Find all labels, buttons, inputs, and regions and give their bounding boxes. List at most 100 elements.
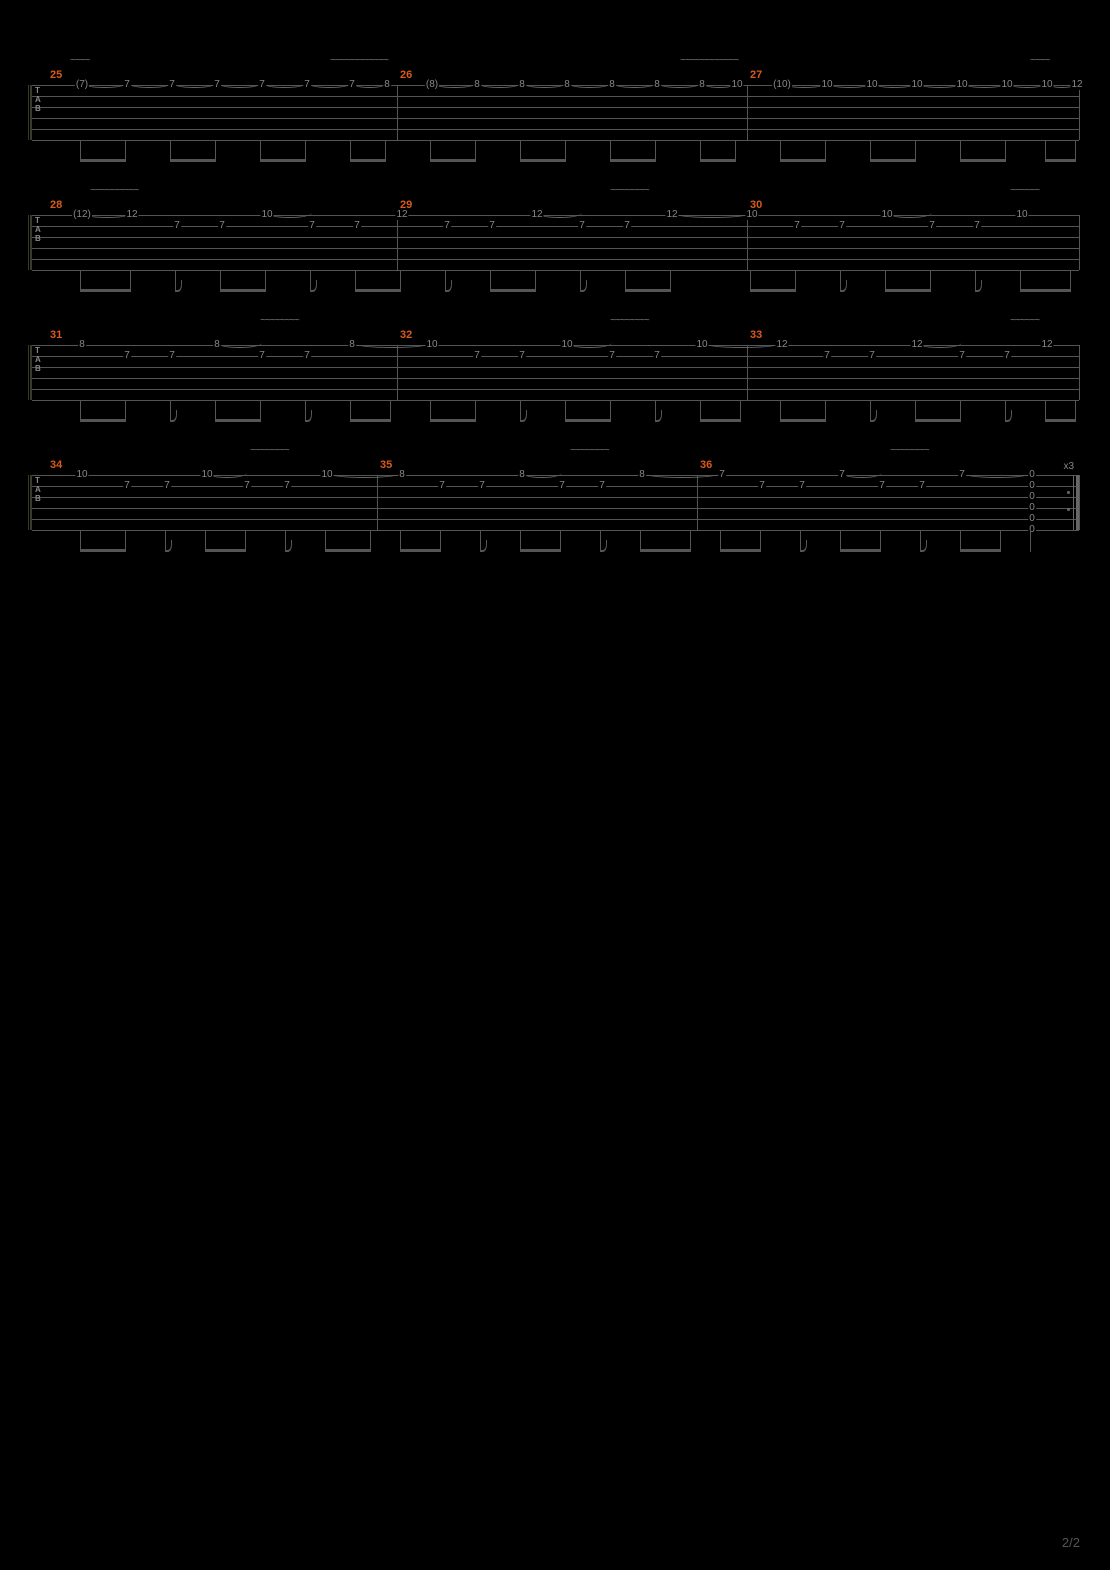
fret-number: 8 (473, 80, 481, 90)
barline (397, 345, 398, 400)
fret-number: 12 (530, 210, 543, 220)
fret-number: 7 (258, 80, 266, 90)
fret-number: 7 (123, 351, 131, 361)
stem-area (30, 270, 1080, 300)
fret-number: 8 (653, 80, 661, 90)
fret-number: (10) (772, 80, 792, 90)
fret-number: 7 (213, 80, 221, 90)
fret-number: 7 (173, 221, 181, 231)
fret-number: 7 (598, 481, 606, 491)
tie (327, 473, 402, 478)
fret-number: (12) (72, 210, 92, 220)
fret-number: 7 (758, 481, 766, 491)
fret-number: 7 (218, 221, 226, 231)
barline (747, 345, 748, 400)
fret-number: 7 (958, 470, 966, 480)
fret-number: 8 (518, 470, 526, 480)
measure-number: 31 (50, 329, 62, 341)
fret-number: 12 (395, 210, 408, 220)
vibrato-mark: ~~~~ (1030, 55, 1049, 66)
fret-number: 8 (638, 470, 646, 480)
fret-number: 10 (260, 210, 273, 220)
fret-number: 8 (78, 340, 86, 350)
barline (747, 215, 748, 270)
repeat-count: x3 (1063, 461, 1074, 472)
vibrato-mark: ~~~~~~~~~~~~ (330, 55, 388, 66)
tie (887, 213, 932, 218)
fret-number: 12 (775, 340, 788, 350)
vibrato-mark: ~~~~~~~~ (610, 185, 649, 196)
vibrato-mark: ~~~~~~~~~~ (90, 185, 138, 196)
fret-number: 10 (695, 340, 708, 350)
staff-lines: TAB107710771087787787777777000000 (30, 475, 1080, 530)
fret-number: 7 (303, 80, 311, 90)
stem-area (30, 530, 1080, 560)
fret-number: 10 (320, 470, 333, 480)
fret-number: 8 (608, 80, 616, 90)
fret-number: 0 (1028, 492, 1036, 502)
vibrato-mark: ~~~~~~~~ (570, 445, 609, 456)
tie (262, 83, 307, 88)
fret-number: 10 (865, 80, 878, 90)
tie (522, 83, 567, 88)
tie (702, 343, 782, 348)
fret-number: 7 (558, 481, 566, 491)
fret-number: 12 (125, 210, 138, 220)
fret-number: 7 (608, 351, 616, 361)
fret-number: 7 (308, 221, 316, 231)
fret-number: 7 (303, 351, 311, 361)
barline (747, 85, 748, 140)
fret-number: 8 (383, 80, 391, 90)
fret-number: 10 (1040, 80, 1053, 90)
tab-staff: ~~~~~~~~~~~~~~~~~~~~~~~~282930TAB(12)127… (30, 215, 1080, 270)
fret-number: 7 (348, 80, 356, 90)
fret-number: 12 (1070, 80, 1083, 90)
fret-number: 7 (653, 351, 661, 361)
fret-number: 7 (868, 351, 876, 361)
measure-number: 27 (750, 69, 762, 81)
fret-number: 10 (425, 340, 438, 350)
fret-number: 7 (518, 351, 526, 361)
tie (962, 473, 1032, 478)
tie (672, 213, 752, 218)
tie (657, 83, 702, 88)
fret-number: 10 (200, 470, 213, 480)
fret-number: 7 (438, 481, 446, 491)
fret-number: 10 (955, 80, 968, 90)
fret-number: 7 (123, 80, 131, 90)
tie (522, 473, 562, 478)
vibrato-mark: ~~~~~~~~~~~~ (680, 55, 738, 66)
stem-area (30, 140, 1080, 170)
fret-number: 7 (443, 221, 451, 231)
fret-number: 7 (473, 351, 481, 361)
vibrato-mark: ~~~~~~ (1010, 315, 1039, 326)
fret-number: 7 (623, 221, 631, 231)
fret-number: 10 (1000, 80, 1013, 90)
fret-number: 7 (838, 221, 846, 231)
measure-number: 32 (400, 329, 412, 341)
fret-number: 7 (1003, 351, 1011, 361)
barline (377, 475, 378, 530)
fret-number: 12 (1040, 340, 1053, 350)
measure-number: 33 (750, 329, 762, 341)
fret-number: 0 (1028, 470, 1036, 480)
tie (267, 213, 312, 218)
fret-number: 7 (123, 481, 131, 491)
tie (567, 83, 612, 88)
vibrato-mark: ~~~~~~~~ (260, 315, 299, 326)
tie (642, 473, 722, 478)
fret-number: 10 (820, 80, 833, 90)
tab-clef-label: TAB (35, 86, 40, 113)
measure-number: 25 (50, 69, 62, 81)
fret-number: 7 (838, 470, 846, 480)
fret-number: 10 (745, 210, 758, 220)
fret-number: 7 (958, 351, 966, 361)
vibrato-mark: ~~~~~~~~ (890, 445, 929, 456)
measure-number: 36 (700, 459, 712, 471)
fret-number: 7 (478, 481, 486, 491)
fret-number: 0 (1028, 503, 1036, 513)
page-number: 2/2 (1062, 1535, 1080, 1550)
tie (917, 343, 962, 348)
tab-staff: ~~~~~~~~~~~~~~~~~~~~~~313233TAB877877810… (30, 345, 1080, 400)
measure-number: 26 (400, 69, 412, 81)
